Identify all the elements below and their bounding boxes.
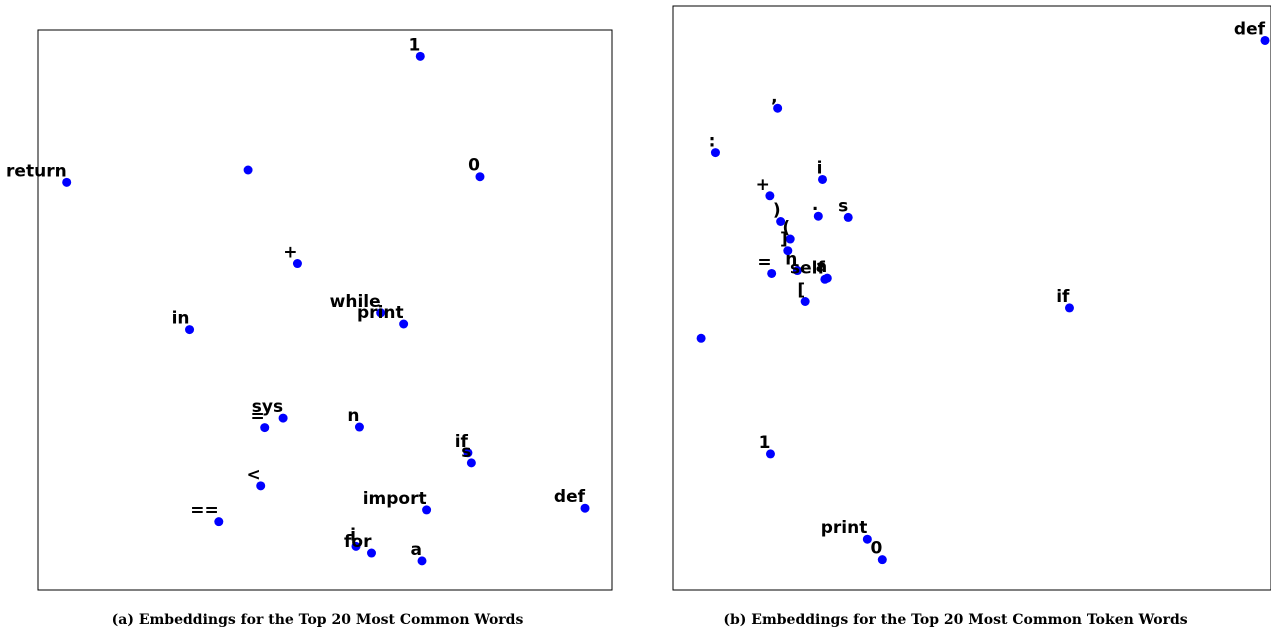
point-label: n (347, 406, 359, 426)
point-label: == (190, 501, 219, 521)
point-label: 0 (870, 539, 882, 559)
data-point (366, 548, 376, 558)
point-label: = (757, 252, 771, 272)
data-point (256, 481, 266, 491)
data-point (580, 503, 590, 513)
point-label: sys (252, 397, 283, 417)
point-label: , (771, 87, 777, 107)
data-point (415, 51, 425, 61)
data-point (62, 177, 72, 187)
data-point (399, 319, 409, 329)
data-point (843, 212, 853, 222)
data-point (354, 422, 364, 432)
point-label: ( (782, 218, 790, 238)
point-label: def (554, 487, 586, 507)
point-label: = (250, 407, 264, 427)
scatter-panel-token-words: def,: i +). s (] = n self a [ if 1 print 0 (b) Embedd… (640, 0, 1271, 635)
point-label: s (461, 442, 471, 462)
point-label: for (344, 532, 372, 552)
point-label: print (821, 518, 868, 538)
plot-frame-token-words (672, 5, 1271, 591)
caption-words: (a) Embeddings for the Top 20 Most Commo… (111, 612, 524, 628)
point-label: if (1056, 287, 1070, 307)
data-point (292, 259, 302, 269)
data-point (765, 191, 775, 201)
data-point (475, 172, 485, 182)
data-point (422, 505, 432, 515)
data-point (1064, 303, 1074, 313)
scatter-panel-words: 1 0 return + while print in sys = n if s < import def =… (0, 0, 635, 635)
data-point (792, 266, 802, 276)
data-point (696, 333, 706, 343)
data-point (765, 449, 775, 459)
data-point (862, 534, 872, 544)
point-label: [ (797, 281, 805, 301)
data-point (710, 148, 720, 158)
data-point (351, 541, 361, 551)
data-point (1260, 35, 1270, 45)
data-point (813, 211, 823, 221)
plot-frame-words (37, 29, 613, 591)
point-label: if (455, 432, 469, 452)
data-point (214, 517, 224, 527)
data-point (822, 273, 832, 283)
point-label: : (709, 132, 716, 152)
data-point (785, 234, 795, 244)
data-point (376, 308, 386, 318)
point-label: def (1234, 19, 1266, 39)
point-label: import (363, 489, 427, 509)
point-label: ) (773, 200, 781, 220)
point-label: i (350, 525, 356, 545)
data-point (818, 174, 827, 184)
point-label: 0 (468, 156, 480, 176)
data-point (783, 246, 793, 256)
point-label: in (172, 309, 190, 329)
point-label: a (816, 257, 827, 277)
point-label: + (283, 243, 297, 263)
data-point (776, 216, 786, 226)
data-point (417, 556, 427, 566)
point-label: return (6, 161, 67, 181)
point-label: 1 (408, 35, 420, 55)
point-label: i (817, 158, 823, 178)
point-label: a (411, 540, 422, 560)
point-label: while (330, 292, 381, 312)
data-point (800, 297, 810, 307)
point-label: 1 (759, 433, 771, 453)
point-label: . (812, 195, 818, 215)
data-point (278, 413, 288, 423)
point-label: self (790, 258, 825, 278)
point-label: n (785, 250, 797, 270)
data-point (773, 103, 783, 113)
data-point (767, 268, 777, 278)
point-label: print (357, 303, 404, 323)
data-point (463, 448, 473, 458)
point-label: ] (780, 230, 788, 250)
point-label: s (838, 196, 848, 216)
data-point (466, 458, 476, 468)
data-point (185, 325, 195, 335)
point-label: < (246, 465, 260, 485)
point-label: + (756, 175, 770, 195)
data-point (877, 555, 887, 565)
caption-token-words: (b) Embeddings for the Top 20 Most Commo… (723, 612, 1188, 628)
data-point (260, 423, 270, 433)
data-point (243, 165, 253, 175)
